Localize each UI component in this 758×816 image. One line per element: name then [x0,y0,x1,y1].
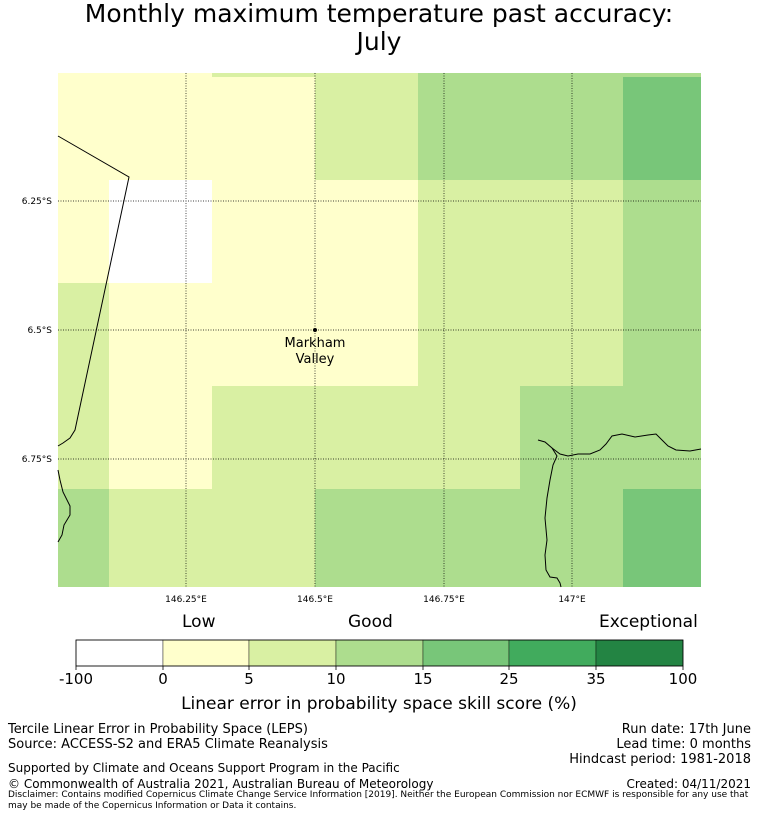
place-name-line-2: Valley [296,352,335,367]
copyright-text: © Commonwealth of Australia 2021, Austra… [8,777,434,791]
grid-cell [58,386,109,489]
colorbar-ticks [75,666,684,670]
title-line-2: July [356,27,402,56]
grid-cell [109,489,315,587]
coastlines [57,135,702,588]
category-exceptional-label: Exceptional [599,612,698,632]
colorbar-tick-label: -100 [59,670,93,688]
grid-cell [58,489,109,587]
colorbar-segment [75,639,164,667]
grid-cell [418,283,623,386]
colorbar-tick-label: 35 [586,670,605,688]
run-date-text: Run date: 17th June [621,722,751,737]
grid-cell [58,283,109,386]
lon-label: 146.5°E [297,595,333,605]
disclaimer-text: Disclaimer: Contains modified Copernicus… [8,790,749,811]
colorbar-tick-label: 100 [669,670,698,688]
created-text: Created: 04/11/2021 [626,777,751,791]
colorbar-segment [248,639,337,667]
lat-label: 6.75°S [22,455,53,465]
colorbar-tick-label: 0 [158,670,168,688]
grid-cell [58,180,109,283]
colorbar-segment [508,639,597,667]
colorbar-segment [595,639,684,667]
grid-cell [315,489,623,587]
coastline [551,433,702,457]
grid-cell [212,73,418,77]
longitude-labels: 146.25°E 146.5°E 146.75°E 147°E [165,595,586,605]
place-name-line-1: Markham [285,336,346,351]
hindcast-text: Hindcast period: 1981-2018 [569,752,751,767]
chart-title: Monthly maximum temperature past accurac… [0,0,758,56]
grid-cell [109,180,212,283]
grid-cell [418,77,623,180]
colorbar-tick-labels: -100 0 5 10 15 25 35 100 [59,670,697,688]
graticule [58,73,701,587]
grid-cell [623,283,701,386]
grid-cell [58,77,315,180]
grid-cell [623,489,701,587]
grid-cell [623,77,701,180]
colorbar-segment [162,639,250,667]
supported-text: Supported by Climate and Oceans Support … [8,761,400,775]
colorbar-frame [75,639,684,667]
lon-label: 146.25°E [165,595,207,605]
colorbar-tick-label: 25 [499,670,518,688]
grid-cell [58,73,212,77]
method-text: Tercile Linear Error in Probability Spac… [8,722,308,737]
colorbar-title: Linear error in probability space skill … [181,694,577,714]
source-text: Source: ACCESS-S2 and ERA5 Climate Reana… [8,737,328,752]
lon-label: 147°E [558,595,586,605]
lat-label: 6.25°S [22,197,53,207]
grid-cell [315,77,418,180]
colorbar-tick-label: 15 [413,670,432,688]
colorbar-segment [335,639,424,667]
title-line-1: Monthly maximum temperature past accurac… [84,0,674,28]
skill-grid [58,73,701,587]
lat-label: 6.5°S [27,326,52,336]
coastline [57,469,71,543]
colorbar-segment [422,639,510,667]
border-line [57,135,130,447]
skill-map: 6.25°S 6.5°S 6.75°S 146.25°E 146.5°E 146… [22,73,702,605]
grid-cell [109,386,212,489]
colorbar-tick-label: 10 [326,670,345,688]
coastline [537,439,562,588]
category-low-label: Low [182,612,216,632]
latitude-labels: 6.25°S 6.5°S 6.75°S [22,197,53,465]
lon-label: 146.75°E [423,595,465,605]
location-marker [313,328,317,332]
category-good-label: Good [348,612,393,632]
colorbar-tick-label: 5 [244,670,254,688]
grid-cell [212,386,520,489]
grid-cell [109,283,418,386]
grid-cell [418,180,623,283]
grid-cell [418,73,701,77]
grid-cell [623,180,701,283]
lead-time-text: Lead time: 0 months [616,737,751,752]
colorbar-segments [75,639,684,667]
